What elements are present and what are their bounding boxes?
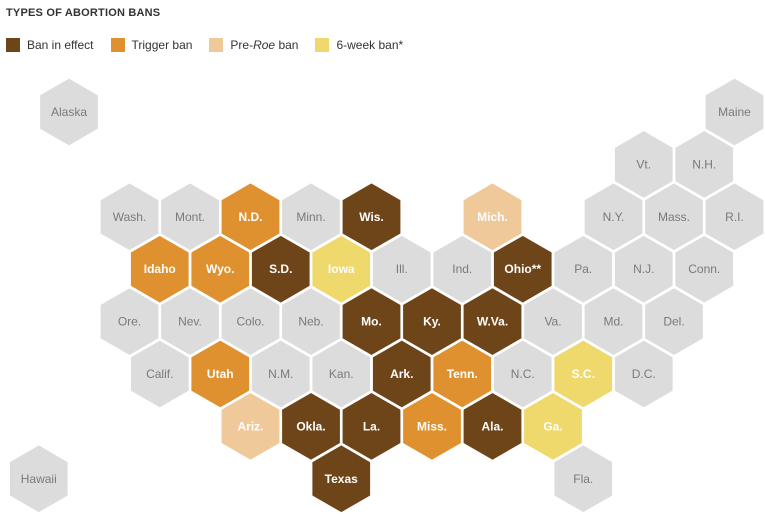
state-label: Utah — [207, 367, 234, 381]
state-hex-wash: Wash. — [98, 181, 161, 253]
state-label: Ind. — [452, 262, 472, 276]
hex-tile — [310, 443, 373, 514]
legend-swatch — [209, 38, 224, 52]
state-label: N.D. — [239, 210, 263, 224]
state-hex-pa: Pa. — [552, 233, 615, 305]
legend-item-ban: Ban in effect — [6, 38, 94, 52]
state-hex-dc: D.C. — [612, 338, 675, 410]
state-label: Ga. — [543, 419, 562, 433]
state-label: Hawaii — [21, 472, 57, 486]
legend-label: Pre-Roe ban — [230, 38, 299, 52]
state-label: Ala. — [481, 419, 503, 433]
state-label: Mont. — [175, 210, 205, 224]
state-label: Calif. — [146, 367, 173, 381]
state-label: Del. — [663, 315, 684, 329]
state-hex-mich: Mich. — [461, 181, 524, 253]
state-label: Nev. — [178, 315, 202, 329]
state-hex-ri: R.I. — [703, 181, 765, 253]
state-label: N.J. — [633, 262, 654, 276]
legend: Ban in effect Trigger ban Pre-Roe ban 6-wee… — [6, 38, 420, 52]
state-hex-kan: Kan. — [310, 338, 373, 410]
state-label: Ohio** — [504, 262, 541, 276]
legend-label: Ban in effect — [27, 38, 94, 52]
state-hex-ariz: Ariz. — [219, 390, 282, 463]
state-label: D.C. — [632, 367, 656, 381]
state-label: Miss. — [417, 419, 447, 433]
state-label: Okla. — [296, 419, 325, 433]
legend-label: Trigger ban — [131, 38, 193, 52]
hex-tile — [7, 443, 70, 514]
state-hex-fla: Fla. — [552, 443, 615, 514]
state-hex-wva: W.Va. — [461, 285, 524, 358]
state-hex-ky: Ky. — [401, 285, 463, 358]
state-label: Mass. — [658, 210, 690, 224]
legend-swatch — [315, 38, 330, 52]
state-label: Mo. — [361, 315, 382, 329]
state-hex-texas: Texas — [310, 443, 373, 514]
state-label: Ore. — [118, 315, 141, 329]
state-label: Ill. — [396, 262, 408, 276]
state-hex-alaska: Alaska — [38, 76, 100, 148]
state-label: Minn. — [296, 210, 325, 224]
state-label: Idaho — [144, 262, 176, 276]
state-label: N.C. — [511, 367, 535, 381]
state-hex-nh: N.H. — [673, 128, 736, 201]
state-label: S.C. — [572, 367, 595, 381]
state-hex-mo: Mo. — [340, 285, 403, 358]
state-label: Vt. — [636, 157, 651, 171]
state-label: Alaska — [51, 105, 87, 119]
state-label: Ky. — [423, 315, 441, 329]
state-hex-ohio: Ohio** — [491, 233, 554, 305]
state-label: Tenn. — [447, 367, 478, 381]
state-label: Iowa — [328, 262, 355, 276]
hex-tile — [38, 76, 100, 148]
state-label: Kan. — [329, 367, 354, 381]
state-hex-ga: Ga. — [522, 390, 584, 463]
state-label: N.H. — [692, 157, 716, 171]
legend-item-preroe: Pre-Roe ban — [209, 38, 298, 52]
state-label: Colo. — [236, 315, 264, 329]
state-label: R.I. — [725, 210, 744, 224]
state-label: N.Y. — [603, 210, 625, 224]
state-label: Pa. — [574, 262, 592, 276]
state-label: Wash. — [113, 210, 147, 224]
state-label: Ariz. — [237, 419, 263, 433]
legend-swatch — [6, 38, 20, 52]
state-label: Maine — [718, 105, 751, 119]
hex-tile — [612, 338, 675, 410]
state-label: Texas — [325, 472, 358, 486]
legend-item-trigger: Trigger ban — [110, 38, 193, 52]
state-label: N.M. — [268, 367, 293, 381]
state-label: Conn. — [688, 262, 720, 276]
state-label: Neb. — [298, 315, 323, 329]
state-label: Md. — [603, 315, 623, 329]
state-label: S.D. — [269, 262, 292, 276]
state-label: Va. — [544, 315, 561, 329]
state-label: W.Va. — [477, 315, 508, 329]
legend-label: 6-week ban* — [336, 38, 404, 52]
state-hex-hawaii: Hawaii — [7, 443, 70, 514]
state-label: Fla. — [573, 472, 593, 486]
legend-item-sixweek: 6-week ban* — [315, 38, 403, 52]
state-label: Mich. — [477, 210, 508, 224]
state-label: Wyo. — [206, 262, 234, 276]
state-label: Wis. — [359, 210, 384, 224]
chart-title: TYPES OF ABORTION BANS — [6, 7, 161, 19]
state-label: Ark. — [390, 367, 413, 381]
hex-tile — [552, 443, 615, 514]
state-hex-conn: Conn. — [673, 233, 736, 305]
legend-swatch — [110, 38, 125, 52]
state-label: La. — [363, 419, 380, 433]
